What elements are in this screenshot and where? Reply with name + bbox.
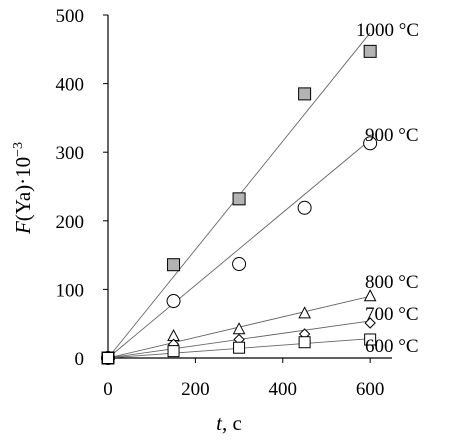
y-tick-label: 300 <box>56 143 85 164</box>
x-tick-label: 200 <box>181 379 210 400</box>
x-axis-label: t, c <box>216 411 242 435</box>
marker-900-c <box>166 294 181 309</box>
x-tick-label: 400 <box>269 379 298 400</box>
marker-600-c <box>298 336 311 349</box>
markers <box>101 44 378 365</box>
series-label-600-c: 600 °C <box>365 336 419 357</box>
x-tick-label: 600 <box>356 379 385 400</box>
series-labels: 1000 °C 900 °C 800 °C 700 °C 600 °C <box>356 20 419 357</box>
series-label-700-c: 700 °C <box>365 304 419 325</box>
marker-900-c <box>232 257 247 272</box>
marker-1000-c <box>363 44 377 58</box>
y-tick-label: 500 <box>56 6 85 27</box>
x-tick-label: 0 <box>103 379 113 400</box>
series-label-900-c: 900 °C <box>365 125 419 146</box>
y-axis-label: F(Ya)·10−3 <box>11 142 35 235</box>
series-label-800-c: 800 °C <box>365 272 419 293</box>
marker-800-c <box>363 289 377 302</box>
marker-1000-c <box>298 87 312 101</box>
y-tick-label: 400 <box>56 75 85 96</box>
marker-800-c <box>232 322 246 335</box>
marker-900-c <box>363 136 378 151</box>
marker-1000-c <box>167 258 181 272</box>
y-tick-label: 0 <box>75 349 85 370</box>
marker-800-c <box>298 306 311 319</box>
marker-1000-c <box>232 192 246 206</box>
fit-line-900-c <box>107 139 371 359</box>
y-tick-label: 100 <box>56 280 85 301</box>
marker-600-c <box>102 352 114 364</box>
series-label-1000-c: 1000 °C <box>356 20 419 41</box>
ticks: 0 200 400 600 0 100 200 300 400 500 <box>56 6 385 400</box>
y-tick-label: 200 <box>56 212 85 233</box>
marker-600-c <box>364 333 377 346</box>
axes <box>107 15 392 359</box>
marker-700-c <box>364 317 376 329</box>
marker-900-c <box>297 200 312 215</box>
marker-600-c <box>233 341 246 354</box>
marker-600-c <box>167 345 180 358</box>
